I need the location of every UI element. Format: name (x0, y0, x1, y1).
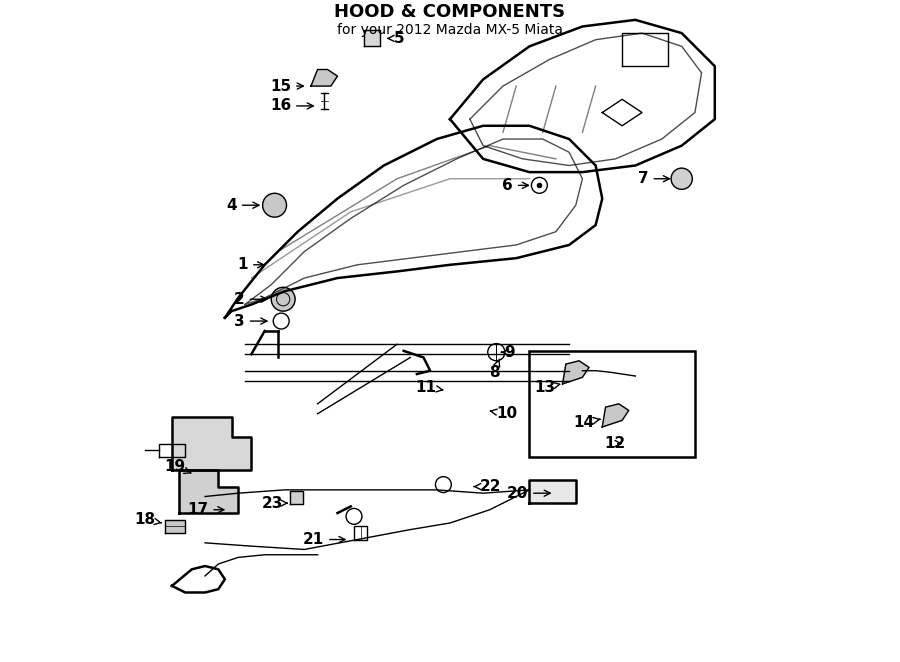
Text: HOOD & COMPONENTS: HOOD & COMPONENTS (335, 3, 565, 21)
Text: 15: 15 (270, 79, 303, 93)
Text: 1: 1 (238, 258, 264, 272)
Text: 10: 10 (491, 406, 518, 421)
Polygon shape (172, 417, 251, 470)
Polygon shape (178, 470, 239, 513)
Polygon shape (602, 404, 629, 427)
Polygon shape (290, 491, 303, 504)
Text: 8: 8 (489, 359, 500, 379)
Circle shape (271, 287, 295, 311)
Text: 20: 20 (507, 486, 550, 500)
Polygon shape (311, 70, 338, 86)
Text: 7: 7 (638, 171, 670, 186)
Text: 13: 13 (535, 380, 560, 395)
Text: 2: 2 (234, 292, 267, 307)
Text: 5: 5 (388, 31, 404, 46)
Text: 22: 22 (474, 479, 501, 494)
Polygon shape (529, 480, 576, 503)
Text: 16: 16 (270, 99, 313, 113)
FancyBboxPatch shape (529, 351, 695, 457)
Text: 18: 18 (134, 512, 161, 527)
Polygon shape (166, 520, 185, 533)
Text: 9: 9 (501, 345, 515, 359)
Text: 23: 23 (262, 496, 287, 510)
Text: 12: 12 (604, 436, 626, 451)
Text: 17: 17 (187, 502, 224, 517)
Polygon shape (364, 30, 381, 46)
Text: 11: 11 (416, 380, 443, 395)
Text: 6: 6 (502, 178, 528, 193)
Text: for your 2012 Mazda MX-5 Miata: for your 2012 Mazda MX-5 Miata (337, 23, 563, 37)
Text: 21: 21 (303, 532, 345, 547)
Text: 3: 3 (234, 314, 267, 328)
Polygon shape (562, 361, 589, 384)
Circle shape (671, 168, 692, 189)
Text: 19: 19 (164, 459, 191, 474)
Circle shape (263, 193, 286, 217)
Text: 4: 4 (226, 198, 259, 213)
Text: 14: 14 (573, 415, 600, 430)
